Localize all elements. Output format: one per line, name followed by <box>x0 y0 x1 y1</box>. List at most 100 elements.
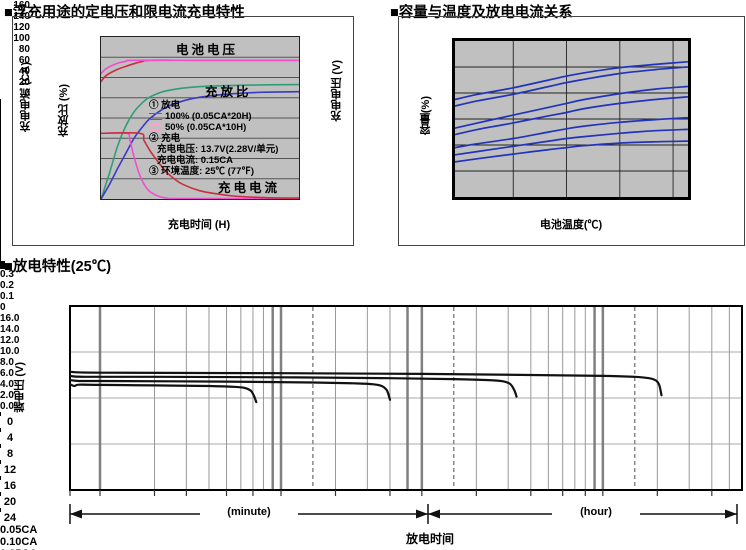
chart1-y-right-tick: 8.0 <box>0 357 14 368</box>
curve-0.50CA <box>454 96 689 136</box>
chart1-y-right-tick: 2.0 <box>0 390 14 401</box>
chart1-y-inner-tick: 20 <box>18 77 30 88</box>
chart1-x-tick: 12 <box>3 464 17 476</box>
chart1-y-inner-tick: 120 <box>13 22 30 33</box>
chart1-title: ■浮充用途的定电压和限电流充电特性 <box>4 5 245 21</box>
curve-0.10CA <box>454 66 689 107</box>
chart2-series-label: 0.05CA <box>0 524 38 536</box>
chart2-canvas <box>454 41 689 197</box>
chart1-y-left-inner-axis-label: 充放比 (%) <box>58 84 70 138</box>
chart3-plot <box>68 305 743 501</box>
chart3-hour-range-label: (hour) <box>552 506 640 518</box>
curve-充电电流 50% <box>100 132 300 200</box>
curve-114A <box>68 383 258 404</box>
curve-2.00CA <box>454 128 689 156</box>
curve-充放比 100% <box>100 90 300 200</box>
chart2-frame <box>398 16 745 246</box>
chart1-y-right-tick: 4.0 <box>0 379 14 390</box>
chart1-charge-ratio-label: 充放比 <box>205 85 252 99</box>
legend-dash-icon <box>149 113 162 120</box>
curve-9.50A <box>68 374 518 398</box>
arrow-head-icon <box>725 509 737 519</box>
chart1-ca-tick-mark <box>0 264 5 265</box>
annotation-line: 充电电压: 13.7V(2.28V/单元) <box>149 144 299 155</box>
chart1-canvas <box>100 56 300 200</box>
chart1-ca-tick-mark <box>0 263 5 264</box>
chart1-charge-current-label: 充电电流 <box>218 181 281 195</box>
chart2-title: ■容量与温度及放电电流关系 <box>390 5 573 21</box>
arrow-head-icon <box>416 509 428 519</box>
curve-3.00CA <box>454 140 689 163</box>
chart1-x-axis-label: 充电时间 (H) <box>167 219 231 231</box>
chart3-minute-range-label: (minute) <box>200 506 298 518</box>
chart1-battery-voltage-label: 电池电压 <box>176 43 239 57</box>
chart1-x-tick-mark <box>0 492 1 496</box>
annotation-text: ③ 环境温度: 25℃ (77℉) <box>149 166 255 177</box>
annotation-text: 充电电压: 13.7V(2.28V/单元) <box>157 144 279 155</box>
chart1-y-outer-tick: 0.1 <box>0 291 14 302</box>
chart2-x-axis-label: 电池温度(℃) <box>539 219 603 231</box>
chart3-range-arrows <box>62 502 746 528</box>
arrow-head-icon <box>70 509 82 519</box>
chart1-x-tick-mark <box>0 412 1 416</box>
curve-电池电压 100%放电后 <box>100 59 300 83</box>
chart1-annotation: ① 放电 100% (0.05CA*20H) 50% (0.05CA*10H) ② 充… <box>149 100 299 177</box>
curve-1.90A <box>68 370 663 397</box>
chart1-ca-axis <box>0 99 1 261</box>
chart1-plot <box>100 36 300 200</box>
annotation-line: ② 充电 <box>149 133 299 144</box>
curve-38.0A <box>68 379 392 401</box>
chart3-x-axis-label: 放电时间 <box>405 532 454 546</box>
chart1-y-outer-tick: 0.3 <box>0 269 14 280</box>
chart1-x-tick-mark <box>0 428 1 432</box>
annotation-line: ① 放电 <box>149 100 299 111</box>
annotation-text: 充电电流: 0.15CA <box>157 155 234 166</box>
chart1-y-outer-tick: 0 <box>0 302 6 313</box>
curve-0.05CA <box>454 60 689 101</box>
annotation-text: ② 充电 <box>149 133 181 144</box>
chart3-canvas <box>68 305 743 496</box>
annotation-text: ① 放电 <box>149 100 181 111</box>
chart1-y-right-tick: 14.0 <box>0 324 20 335</box>
chart1-ca-tick-mark <box>0 266 5 267</box>
chart1-frame <box>12 16 354 246</box>
annotation-line: 100% (0.05CA*20H) <box>149 111 299 122</box>
chart3-title: ■放电特性(25℃) <box>4 259 112 275</box>
chart1-y-right-tick: 16.0 <box>0 313 20 324</box>
chart1-y-right-tick: 10.0 <box>0 346 20 357</box>
chart1-y-left-outer-axis-label: 充电电流 (CA) <box>20 62 32 133</box>
chart1-x-tick-mark <box>0 460 1 464</box>
chart2-plot <box>452 38 691 200</box>
chart1-ca-tick-mark <box>0 267 5 268</box>
annotation-line: ③ 环境温度: 25℃ (77℉) <box>149 166 299 177</box>
chart1-x-tick: 4 <box>6 432 14 444</box>
chart1-x-tick: 0 <box>6 416 14 428</box>
chart1-x-tick: 20 <box>3 496 17 508</box>
annotation-text: 100% (0.05CA*20H) <box>165 111 252 122</box>
chart3-arrows-canvas <box>69 504 738 524</box>
chart1-y-right-axis-label: 充电电压 (V) <box>331 60 343 122</box>
chart1-ca-tick-mark <box>0 261 5 262</box>
chart1-x-tick-mark <box>0 444 1 448</box>
chart1-x-tick-mark <box>0 476 1 480</box>
chart1-y-outer-tick: 0.2 <box>0 280 14 291</box>
chart1-ca-tick-mark <box>0 268 5 269</box>
chart2-y-axis-label: 容量(%) <box>420 96 432 136</box>
annotation-line: 充电电流: 0.15CA <box>149 155 299 166</box>
annotation-line: 50% (0.05CA*10H) <box>149 122 299 133</box>
curve-0.25CA <box>454 85 689 129</box>
chart2-series-label: 0.25CA <box>0 548 746 550</box>
chart1-y-inner-tick: 0 <box>24 88 30 99</box>
chart1-x-tick-mark <box>0 508 1 512</box>
curve-充放比 50% <box>100 83 300 200</box>
chart1-ca-tick-mark <box>0 265 5 266</box>
chart1-y-right-tick: 6.0 <box>0 368 14 379</box>
chart3-y-axis-label: 端电压 (V) <box>14 362 26 413</box>
chart1-y-right-tick: 0.0 <box>0 401 14 412</box>
chart2-series-label: 0.10CA <box>0 536 38 548</box>
curve-电池电压 50%放电后 <box>100 59 300 75</box>
chart1-y-inner-tick: 80 <box>18 44 30 55</box>
chart1-y-right-tick: 12.0 <box>0 335 20 346</box>
chart1-x-tick: 8 <box>6 448 14 460</box>
